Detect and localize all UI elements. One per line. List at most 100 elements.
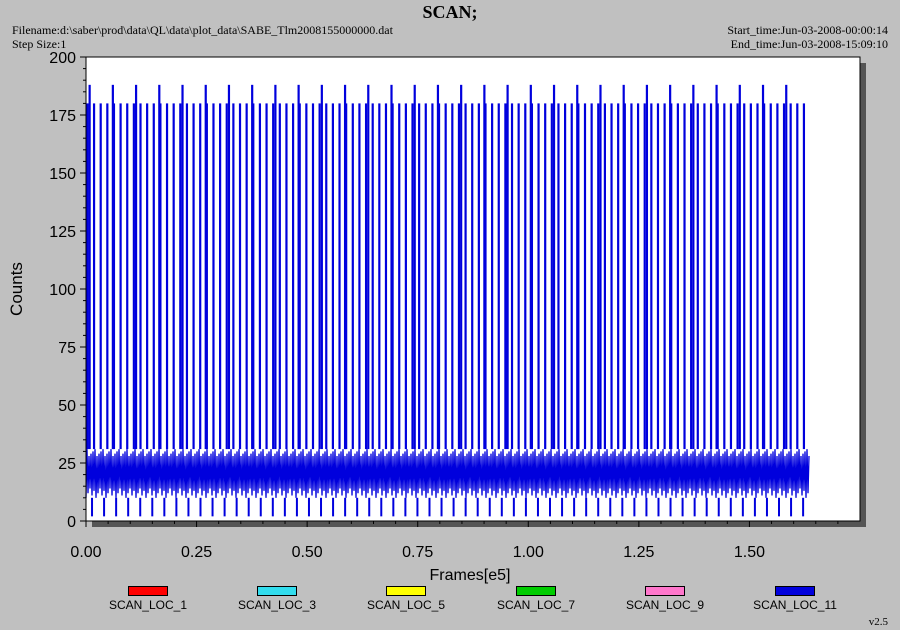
series-scan-loc-11-baseline — [85, 449, 810, 498]
legend-swatch-scan-loc-3 — [257, 586, 297, 596]
series-scan-loc-11-long-spike — [622, 84, 625, 450]
start-time-label: Start_time:Jun-03-2008-00:00:14 — [727, 23, 888, 37]
series-scan-loc-11-long-spike — [297, 84, 300, 450]
series-scan-loc-11-spike — [398, 103, 401, 450]
series-scan-loc-11-long-spike — [785, 84, 788, 450]
series-scan-loc-11-spike — [232, 103, 235, 450]
legend-label-scan-loc-5: SCAN_LOC_5 — [366, 598, 446, 612]
series-scan-loc-11-long-spike — [320, 84, 323, 450]
series-scan-loc-11-long-spike — [390, 84, 393, 450]
series-scan-loc-11-spike — [106, 103, 109, 450]
y-tick-label: 100 — [49, 282, 76, 299]
x-tick-label: 0.00 — [70, 544, 101, 561]
series-scan-loc-11-spike — [623, 103, 626, 450]
series-scan-loc-11-spike — [437, 103, 441, 450]
series-scan-loc-11-long-spike — [181, 84, 184, 450]
legend-item-scan-loc-7: SCAN_LOC_7 — [476, 586, 596, 612]
series-scan-loc-11-spike — [736, 103, 739, 450]
y-tick-label: 0 — [67, 514, 76, 531]
series-scan-loc-11-spike — [663, 103, 666, 450]
series-scan-loc-11-long-spike — [738, 84, 741, 450]
x-tick-label: 1.25 — [623, 544, 654, 561]
step-size-label: Step Size:1 — [12, 37, 67, 51]
series-scan-loc-11-spike — [272, 103, 275, 450]
series-scan-loc-11-long-spike — [529, 84, 532, 450]
x-tick-label: 1.00 — [513, 544, 544, 561]
series-scan-loc-11-spike — [477, 103, 480, 450]
series-scan-loc-11-spike — [557, 103, 560, 450]
y-tick-label: 175 — [49, 108, 76, 125]
series-scan-loc-11-spike — [404, 103, 407, 450]
series-scan-loc-11-spike — [756, 103, 759, 450]
series-scan-loc-11-spike — [291, 103, 295, 450]
series-scan-loc-11-long-spike — [227, 84, 231, 450]
y-tick-label: 25 — [58, 456, 76, 473]
x-axis-label: Frames[e5] — [430, 567, 511, 584]
series-scan-loc-11-spike — [92, 103, 96, 450]
series-scan-loc-11-spike — [179, 103, 182, 450]
series-scan-loc-11-spike — [411, 103, 414, 450]
series-scan-loc-11-spike — [457, 103, 461, 450]
series-scan-loc-11-spike — [597, 103, 600, 450]
series-scan-loc-11-spike — [636, 103, 640, 450]
series-scan-loc-11-spike — [510, 103, 514, 450]
series-scan-loc-11-spike — [683, 103, 686, 450]
legend-item-scan-loc-9: SCAN_LOC_9 — [605, 586, 725, 612]
legend-label-scan-loc-3: SCAN_LOC_3 — [237, 598, 317, 612]
legend-label-scan-loc-1: SCAN_LOC_1 — [108, 598, 188, 612]
series-scan-loc-11-spike — [716, 103, 719, 450]
series-scan-loc-11-spike — [484, 103, 487, 450]
series-scan-loc-11-spike — [431, 103, 434, 450]
series-scan-loc-11-spike — [205, 103, 208, 450]
end-time-label: End_time:Jun-03-2008-15:09:10 — [730, 37, 888, 51]
series-scan-loc-11-long-spike — [761, 84, 765, 450]
series-scan-loc-11-spike — [583, 103, 587, 450]
series-scan-loc-11-spike — [325, 103, 328, 450]
series-scan-loc-11-long-spike — [599, 84, 602, 450]
series-scan-loc-11-spike — [391, 103, 394, 450]
version-label: v2.5 — [868, 616, 888, 628]
series-scan-loc-11-long-spike — [274, 84, 277, 450]
series-scan-loc-11-spike — [219, 103, 222, 450]
series-scan-loc-11-spike — [617, 103, 620, 450]
y-tick-label: 150 — [49, 166, 76, 183]
series-scan-loc-11-spike — [172, 103, 175, 450]
y-tick-label: 200 — [49, 50, 76, 67]
series-scan-loc-11-spike — [351, 103, 354, 450]
series-scan-loc-11-long-spike — [204, 84, 207, 450]
series-scan-loc-11-spike — [185, 103, 189, 450]
legend-swatch-scan-loc-5 — [386, 586, 426, 596]
series-scan-loc-11-spike — [789, 103, 792, 450]
series-scan-loc-11-spike — [802, 103, 806, 450]
series-scan-loc-11-spike — [199, 103, 202, 450]
series-scan-loc-11-spike — [238, 103, 242, 450]
series-scan-loc-11-spike — [451, 103, 454, 450]
series-scan-loc-11-spike — [152, 103, 155, 450]
series-scan-loc-11-spike — [252, 103, 255, 450]
series-scan-loc-11-spike — [537, 103, 540, 450]
x-tick-label: 0.50 — [292, 544, 323, 561]
series-scan-loc-11-long-spike — [367, 84, 370, 450]
series-scan-loc-11-spike — [544, 103, 547, 450]
series-scan-loc-11-spike — [331, 103, 334, 450]
legend-label-scan-loc-7: SCAN_LOC_7 — [496, 598, 576, 612]
series-scan-loc-11-spike — [524, 103, 527, 450]
x-tick-label: 0.25 — [181, 544, 212, 561]
series-scan-loc-11-long-spike — [460, 84, 463, 450]
series-scan-loc-11-long-spike — [483, 84, 486, 450]
series-scan-loc-11-spike — [146, 103, 149, 450]
series-scan-loc-11-spike — [119, 103, 122, 450]
series-scan-loc-11-long-spike — [692, 84, 695, 450]
series-scan-loc-11-long-spike — [413, 84, 416, 450]
series-scan-loc-11-spike — [690, 103, 693, 450]
series-scan-loc-11-spike — [278, 103, 281, 450]
chart-title: SCAN; — [422, 2, 478, 22]
series-scan-loc-11-spike — [318, 103, 321, 450]
series-scan-loc-11-spike — [530, 103, 534, 450]
y-tick-label: 50 — [58, 398, 76, 415]
series-scan-loc-11-spike — [796, 103, 799, 450]
legend-item-scan-loc-3: SCAN_LOC_3 — [217, 586, 337, 612]
legend-swatch-scan-loc-1 — [128, 586, 168, 596]
series-scan-loc-11-spike — [384, 103, 388, 450]
x-tick-label: 0.75 — [402, 544, 433, 561]
